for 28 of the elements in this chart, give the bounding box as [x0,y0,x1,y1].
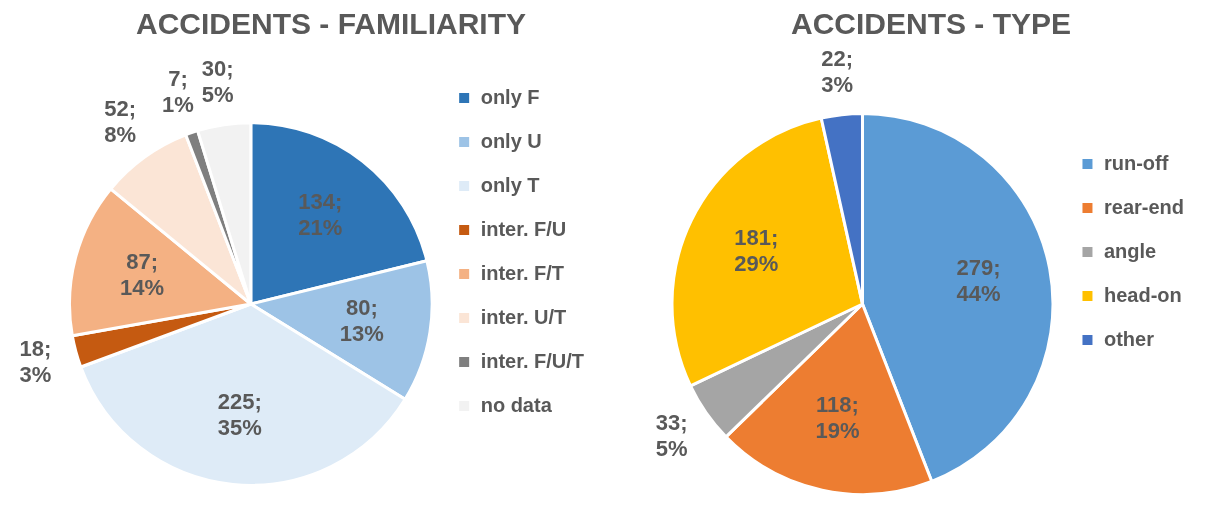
data-label: 225; 35% [217,388,262,440]
legend-label: other [1103,327,1155,350]
legend-label: inter. U/T [480,305,567,328]
data-label: 33; 5% [655,409,688,461]
data-label: 52; 8% [104,95,136,147]
data-label: 7; 1% [162,65,194,117]
legend-label: inter. F/U/T [480,349,584,372]
legend-label: inter. F/T [480,261,564,284]
legend-label: only U [480,129,542,152]
data-label: 134; 21% [298,188,343,240]
legend-label: only T [480,173,540,196]
chart-title: ACCIDENTS - FAMILIARITY [136,7,526,41]
data-label: 30; 5% [201,56,234,108]
legend-label: head-on [1103,283,1182,306]
data-label: 118; 19% [815,392,860,444]
data-label: 181; 29% [734,225,779,277]
data-label: 18; 3% [19,335,52,387]
chart-title: ACCIDENTS - TYPE [790,7,1072,41]
legend-label: angle [1103,239,1157,262]
data-label: 80; 13% [339,294,384,346]
legend-label: only F [480,85,540,108]
legend-label: no data [480,393,553,416]
legend-label: run-off [1103,151,1169,174]
legend-label: inter. F/U [480,217,567,240]
data-label: 22; 3% [821,45,854,97]
data-label: 87; 14% [120,248,165,300]
data-label: 279; 44% [956,255,1001,307]
legend-label: rear-end [1103,195,1184,218]
